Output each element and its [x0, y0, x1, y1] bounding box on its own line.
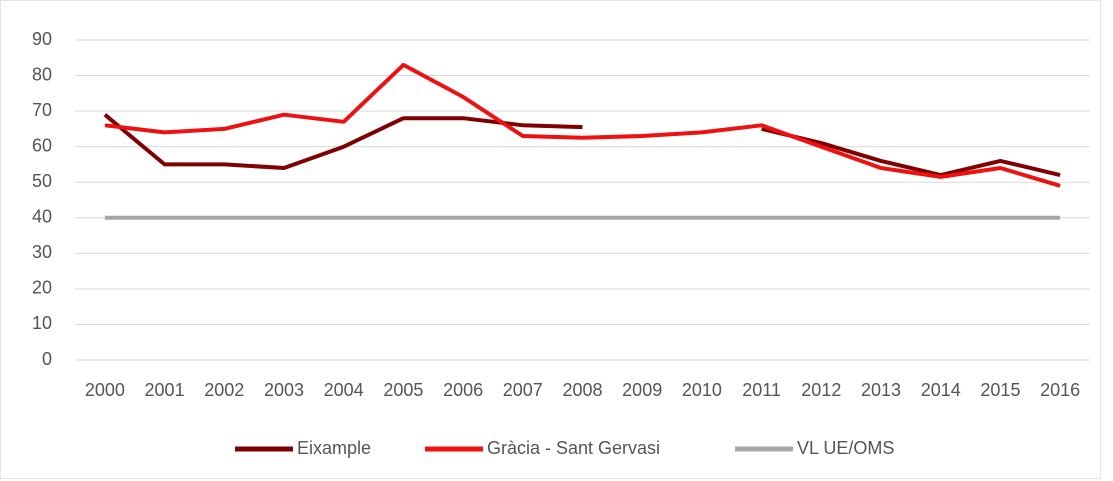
y-tick-label: 80 — [32, 64, 52, 84]
y-tick-label: 90 — [32, 29, 52, 49]
x-tick-label: 2015 — [980, 380, 1020, 400]
x-tick-label: 2016 — [1040, 380, 1080, 400]
x-tick-label: 2004 — [324, 380, 364, 400]
legend-label: VL UE/OMS — [797, 438, 894, 458]
x-tick-label: 2014 — [921, 380, 961, 400]
legend-label: Eixample — [297, 438, 371, 458]
y-tick-label: 50 — [32, 171, 52, 191]
x-tick-label: 2009 — [622, 380, 662, 400]
x-tick-label: 2006 — [443, 380, 483, 400]
y-tick-label: 0 — [42, 349, 52, 369]
y-tick-label: 20 — [32, 278, 52, 298]
y-tick-label: 60 — [32, 135, 52, 155]
x-tick-label: 2010 — [682, 380, 722, 400]
x-tick-label: 2013 — [861, 380, 901, 400]
y-tick-label: 10 — [32, 313, 52, 333]
y-tick-label: 40 — [32, 207, 52, 227]
y-tick-label: 30 — [32, 242, 52, 262]
x-tick-label: 2003 — [264, 380, 304, 400]
x-tick-label: 2008 — [562, 380, 602, 400]
series-line — [104, 62, 1061, 188]
y-tick-label: 70 — [32, 100, 52, 120]
x-tick-label: 2007 — [503, 380, 543, 400]
x-tick-label: 2011 — [742, 380, 781, 400]
x-tick-label: 2005 — [383, 380, 423, 400]
x-tick-label: 2012 — [801, 380, 841, 400]
legend-label: Gràcia - Sant Gervasi — [487, 438, 660, 458]
x-tick-label: 2001 — [145, 380, 185, 400]
x-tick-label: 2000 — [85, 380, 125, 400]
x-tick-label: 2002 — [204, 380, 244, 400]
